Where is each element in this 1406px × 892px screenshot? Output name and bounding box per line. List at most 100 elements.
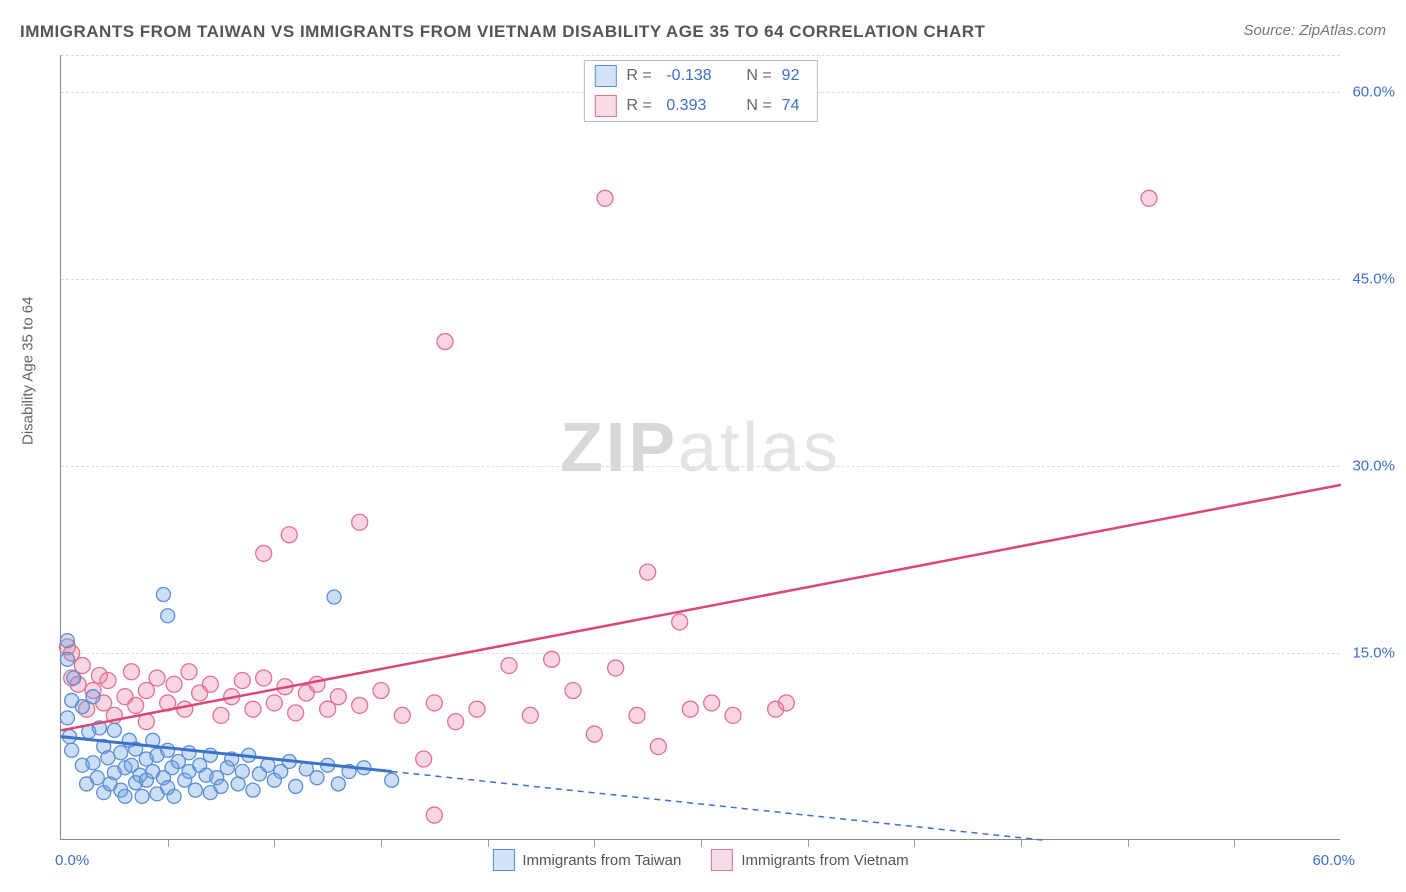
data-point [330,689,346,705]
data-point [373,682,389,698]
x-tick [488,839,489,847]
stat-row: R =0.393N =74 [584,91,816,121]
data-point [327,590,341,604]
scatter-svg [61,55,1340,839]
data-point [469,701,485,717]
stat-r-label: R = [626,97,656,115]
data-point [288,705,304,721]
stat-r-label: R = [626,67,656,85]
data-point [245,701,261,717]
data-point [149,670,165,686]
data-point [181,664,197,680]
data-point [331,777,345,791]
data-point [213,707,229,723]
x-tick [1128,839,1129,847]
data-point [310,771,324,785]
data-point [266,695,282,711]
data-point [416,751,432,767]
data-point [352,697,368,713]
x-tick [168,839,169,847]
data-point [67,671,81,685]
data-point [597,190,613,206]
x-tick [594,839,595,847]
data-point [704,695,720,711]
data-point [608,660,624,676]
data-point [234,673,250,689]
y-tick-label: 30.0% [1352,458,1395,475]
data-point [135,789,149,803]
data-point [177,701,193,717]
data-point [86,690,100,704]
data-point [65,743,79,757]
data-point [246,783,260,797]
data-point [426,807,442,823]
data-point [522,707,538,723]
data-point [182,746,196,760]
data-point [214,779,228,793]
data-point [352,514,368,530]
data-point [385,773,399,787]
trend-line [61,485,1341,730]
data-point [394,707,410,723]
x-tick [274,839,275,847]
data-point [725,707,741,723]
x-tick [808,839,809,847]
plot-area: ZIPatlas 15.0%30.0%45.0%60.0% R =-0.138N… [60,55,1340,840]
data-point [188,783,202,797]
x-axis-max-label: 60.0% [1312,852,1355,869]
data-point [100,673,116,689]
x-tick [914,839,915,847]
x-tick [381,839,382,847]
data-point [672,614,688,630]
stat-n-value: 74 [782,97,807,115]
bottom-legend: Immigrants from Taiwan Immigrants from Vi… [492,849,908,871]
data-point [235,764,249,778]
y-tick-label: 45.0% [1352,271,1395,288]
x-axis-min-label: 0.0% [55,852,89,869]
data-point [161,609,175,623]
data-point [202,676,218,692]
legend-item: Immigrants from Vietnam [711,849,908,871]
data-point [682,701,698,717]
data-point [167,789,181,803]
y-tick-label: 60.0% [1352,84,1395,101]
stat-n-value: 92 [782,67,807,85]
y-tick-label: 15.0% [1352,645,1395,662]
data-point [60,711,74,725]
series-swatch [594,65,616,87]
data-point [309,676,325,692]
source-attribution: Source: ZipAtlas.com [1243,22,1386,39]
data-point [123,664,139,680]
data-point [60,634,74,648]
stat-n-label: N = [746,97,771,115]
data-point [256,670,272,686]
data-point [289,779,303,793]
data-point [101,751,115,765]
legend-swatch [711,849,733,871]
data-point [90,771,104,785]
data-point [128,697,144,713]
data-point [281,527,297,543]
data-point [161,743,175,757]
data-point [60,652,74,666]
data-point [1141,190,1157,206]
data-point [565,682,581,698]
data-point [166,676,182,692]
data-point [156,588,170,602]
data-point [448,714,464,730]
x-tick [1021,839,1022,847]
chart-title: IMMIGRANTS FROM TAIWAN VS IMMIGRANTS FRO… [20,22,985,42]
data-point [114,746,128,760]
data-point [118,789,132,803]
data-point [75,700,89,714]
data-point [437,334,453,350]
data-point [544,651,560,667]
data-point [86,756,100,770]
x-tick [1234,839,1235,847]
legend-label: Immigrants from Taiwan [522,852,681,869]
trend-line-extension [392,771,1043,840]
data-point [778,695,794,711]
data-point [501,658,517,674]
legend-item: Immigrants from Taiwan [492,849,681,871]
data-point [586,726,602,742]
